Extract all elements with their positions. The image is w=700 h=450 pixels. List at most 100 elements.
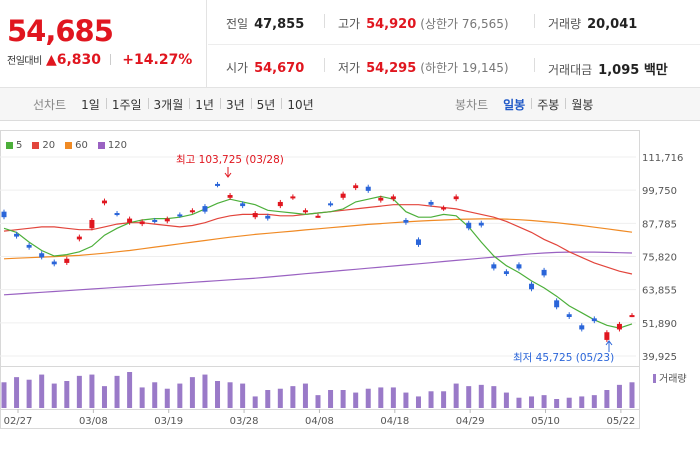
candle-body <box>252 213 258 218</box>
ma120-line <box>3 251 633 296</box>
volume-bar <box>328 390 334 408</box>
volume-bar <box>89 374 95 408</box>
volume-bar <box>353 392 359 408</box>
volume-bar <box>215 381 221 408</box>
candle-body <box>76 236 82 240</box>
volume-bar <box>566 397 572 408</box>
tab-daily[interactable]: 일봉 <box>503 98 526 112</box>
volume-bar <box>340 390 346 408</box>
candle-body <box>604 332 610 340</box>
legend-swatch <box>97 142 105 149</box>
tab-1week[interactable]: 1주일 <box>105 96 148 113</box>
change-value: ▲6,830 <box>45 52 102 68</box>
candle-body <box>240 203 246 207</box>
volume-bar <box>277 388 283 408</box>
candle-body <box>189 210 195 213</box>
volume-bar <box>240 383 246 408</box>
candle-chart-tab-group: 봉차트 일봉 주봉 월봉 <box>455 88 599 121</box>
volume-bar <box>114 375 120 408</box>
candle-body <box>14 233 20 237</box>
ma60-line <box>3 218 633 260</box>
candle-body <box>164 218 170 222</box>
volume-bar <box>26 379 32 408</box>
tab-10year[interactable]: 10년 <box>281 96 319 113</box>
candle-body <box>290 196 296 199</box>
tab-weekly[interactable]: 주봉 <box>531 96 565 113</box>
volume-bar <box>177 383 183 408</box>
candle-body <box>39 253 45 258</box>
candle-body <box>441 207 447 210</box>
volume-bar <box>227 382 233 408</box>
candle-chart-label: 봉차트 <box>455 98 489 112</box>
volume-bar <box>189 377 195 408</box>
metric-trade-value: 거래대금 1,095 백만 <box>548 59 668 78</box>
metric-label: 고가 <box>338 17 361 31</box>
volume-bar <box>453 383 459 408</box>
legend-label: 60 <box>75 140 88 151</box>
line-chart-label: 선차트 <box>33 98 67 112</box>
metric-high: 고가 54,920 (상한가 76,565) <box>338 15 509 32</box>
price-tick-label: 39,925 <box>642 352 677 363</box>
line-chart-tab-group: 선차트 1일 1주일 3개월 1년 3년 5년 10년 <box>33 88 320 121</box>
candle-body <box>302 210 308 213</box>
current-price: 54,685 <box>7 14 114 48</box>
legend-ma5: 5 <box>6 140 22 151</box>
volume-bar <box>591 395 597 408</box>
volume-bar <box>629 382 635 408</box>
candle-body <box>516 264 522 269</box>
legend-label: 5 <box>16 140 23 151</box>
moving-average-legend: 5 20 60 120 <box>6 140 137 151</box>
volume-bar <box>365 388 371 408</box>
volume-bar <box>478 384 484 408</box>
metric-low: 저가 54,295 (하한가 19,145) <box>338 59 509 76</box>
price-tick-label: 87,785 <box>642 219 677 230</box>
volume-bar <box>139 387 145 408</box>
candle-body <box>89 219 95 229</box>
metric-divider <box>534 14 535 28</box>
candle-body <box>466 222 472 229</box>
tab-monthly[interactable]: 월봉 <box>565 96 599 113</box>
metric-open: 시가 54,670 <box>226 59 304 76</box>
volume-bar <box>39 374 45 408</box>
candle-body <box>390 196 396 200</box>
ma20-line <box>3 204 633 275</box>
volume-bar <box>14 377 20 408</box>
candle-body <box>554 300 560 308</box>
volume-bar <box>378 387 384 408</box>
tab-3year[interactable]: 3년 <box>219 96 251 113</box>
tab-5year[interactable]: 5년 <box>250 96 282 113</box>
quote-metrics: 전일 47,855 고가 54,920 (상한가 76,565) 거래량 20,041 … <box>208 0 700 88</box>
low-arrow <box>605 340 613 352</box>
tab-1year[interactable]: 1년 <box>189 96 220 113</box>
low-price-annotation: 최저 45,725 (05/23) <box>513 352 614 364</box>
ma5-line <box>3 195 633 329</box>
candle-body <box>491 264 497 269</box>
volume-bar <box>252 396 258 408</box>
candle-body <box>51 261 57 265</box>
date-tick-label: 04/29 <box>456 416 485 427</box>
candle-body <box>378 197 384 201</box>
metric-label: 전일 <box>226 17 249 31</box>
candle-body <box>403 219 409 223</box>
volume-bar <box>541 395 547 408</box>
legend-ma20: 20 <box>32 140 55 151</box>
tab-1day[interactable]: 1일 <box>81 98 100 112</box>
candle-body <box>114 213 120 216</box>
change-divider <box>110 54 112 65</box>
metric-divider <box>324 14 325 28</box>
candle-body <box>26 244 32 248</box>
volume-bar <box>202 374 208 408</box>
high-arrow <box>224 167 232 178</box>
date-tick-label: 04/18 <box>380 416 409 427</box>
volume-bar <box>403 392 409 408</box>
volume-bar <box>441 391 447 408</box>
price-tick-label: 99,750 <box>642 186 677 197</box>
candle-body <box>139 221 145 225</box>
volume-bar <box>503 392 509 408</box>
quote-panel: 54,685 전일대비 ▲6,830 +14.27% 전일 47,855 고가 54… <box>0 0 700 88</box>
tab-3month[interactable]: 3개월 <box>147 96 190 113</box>
metric-value: 1,095 백만 <box>598 63 668 78</box>
volume-bar <box>604 390 610 408</box>
high-price-annotation: 최고 103,725 (03/28) <box>176 154 284 166</box>
volume-bar <box>579 396 585 408</box>
